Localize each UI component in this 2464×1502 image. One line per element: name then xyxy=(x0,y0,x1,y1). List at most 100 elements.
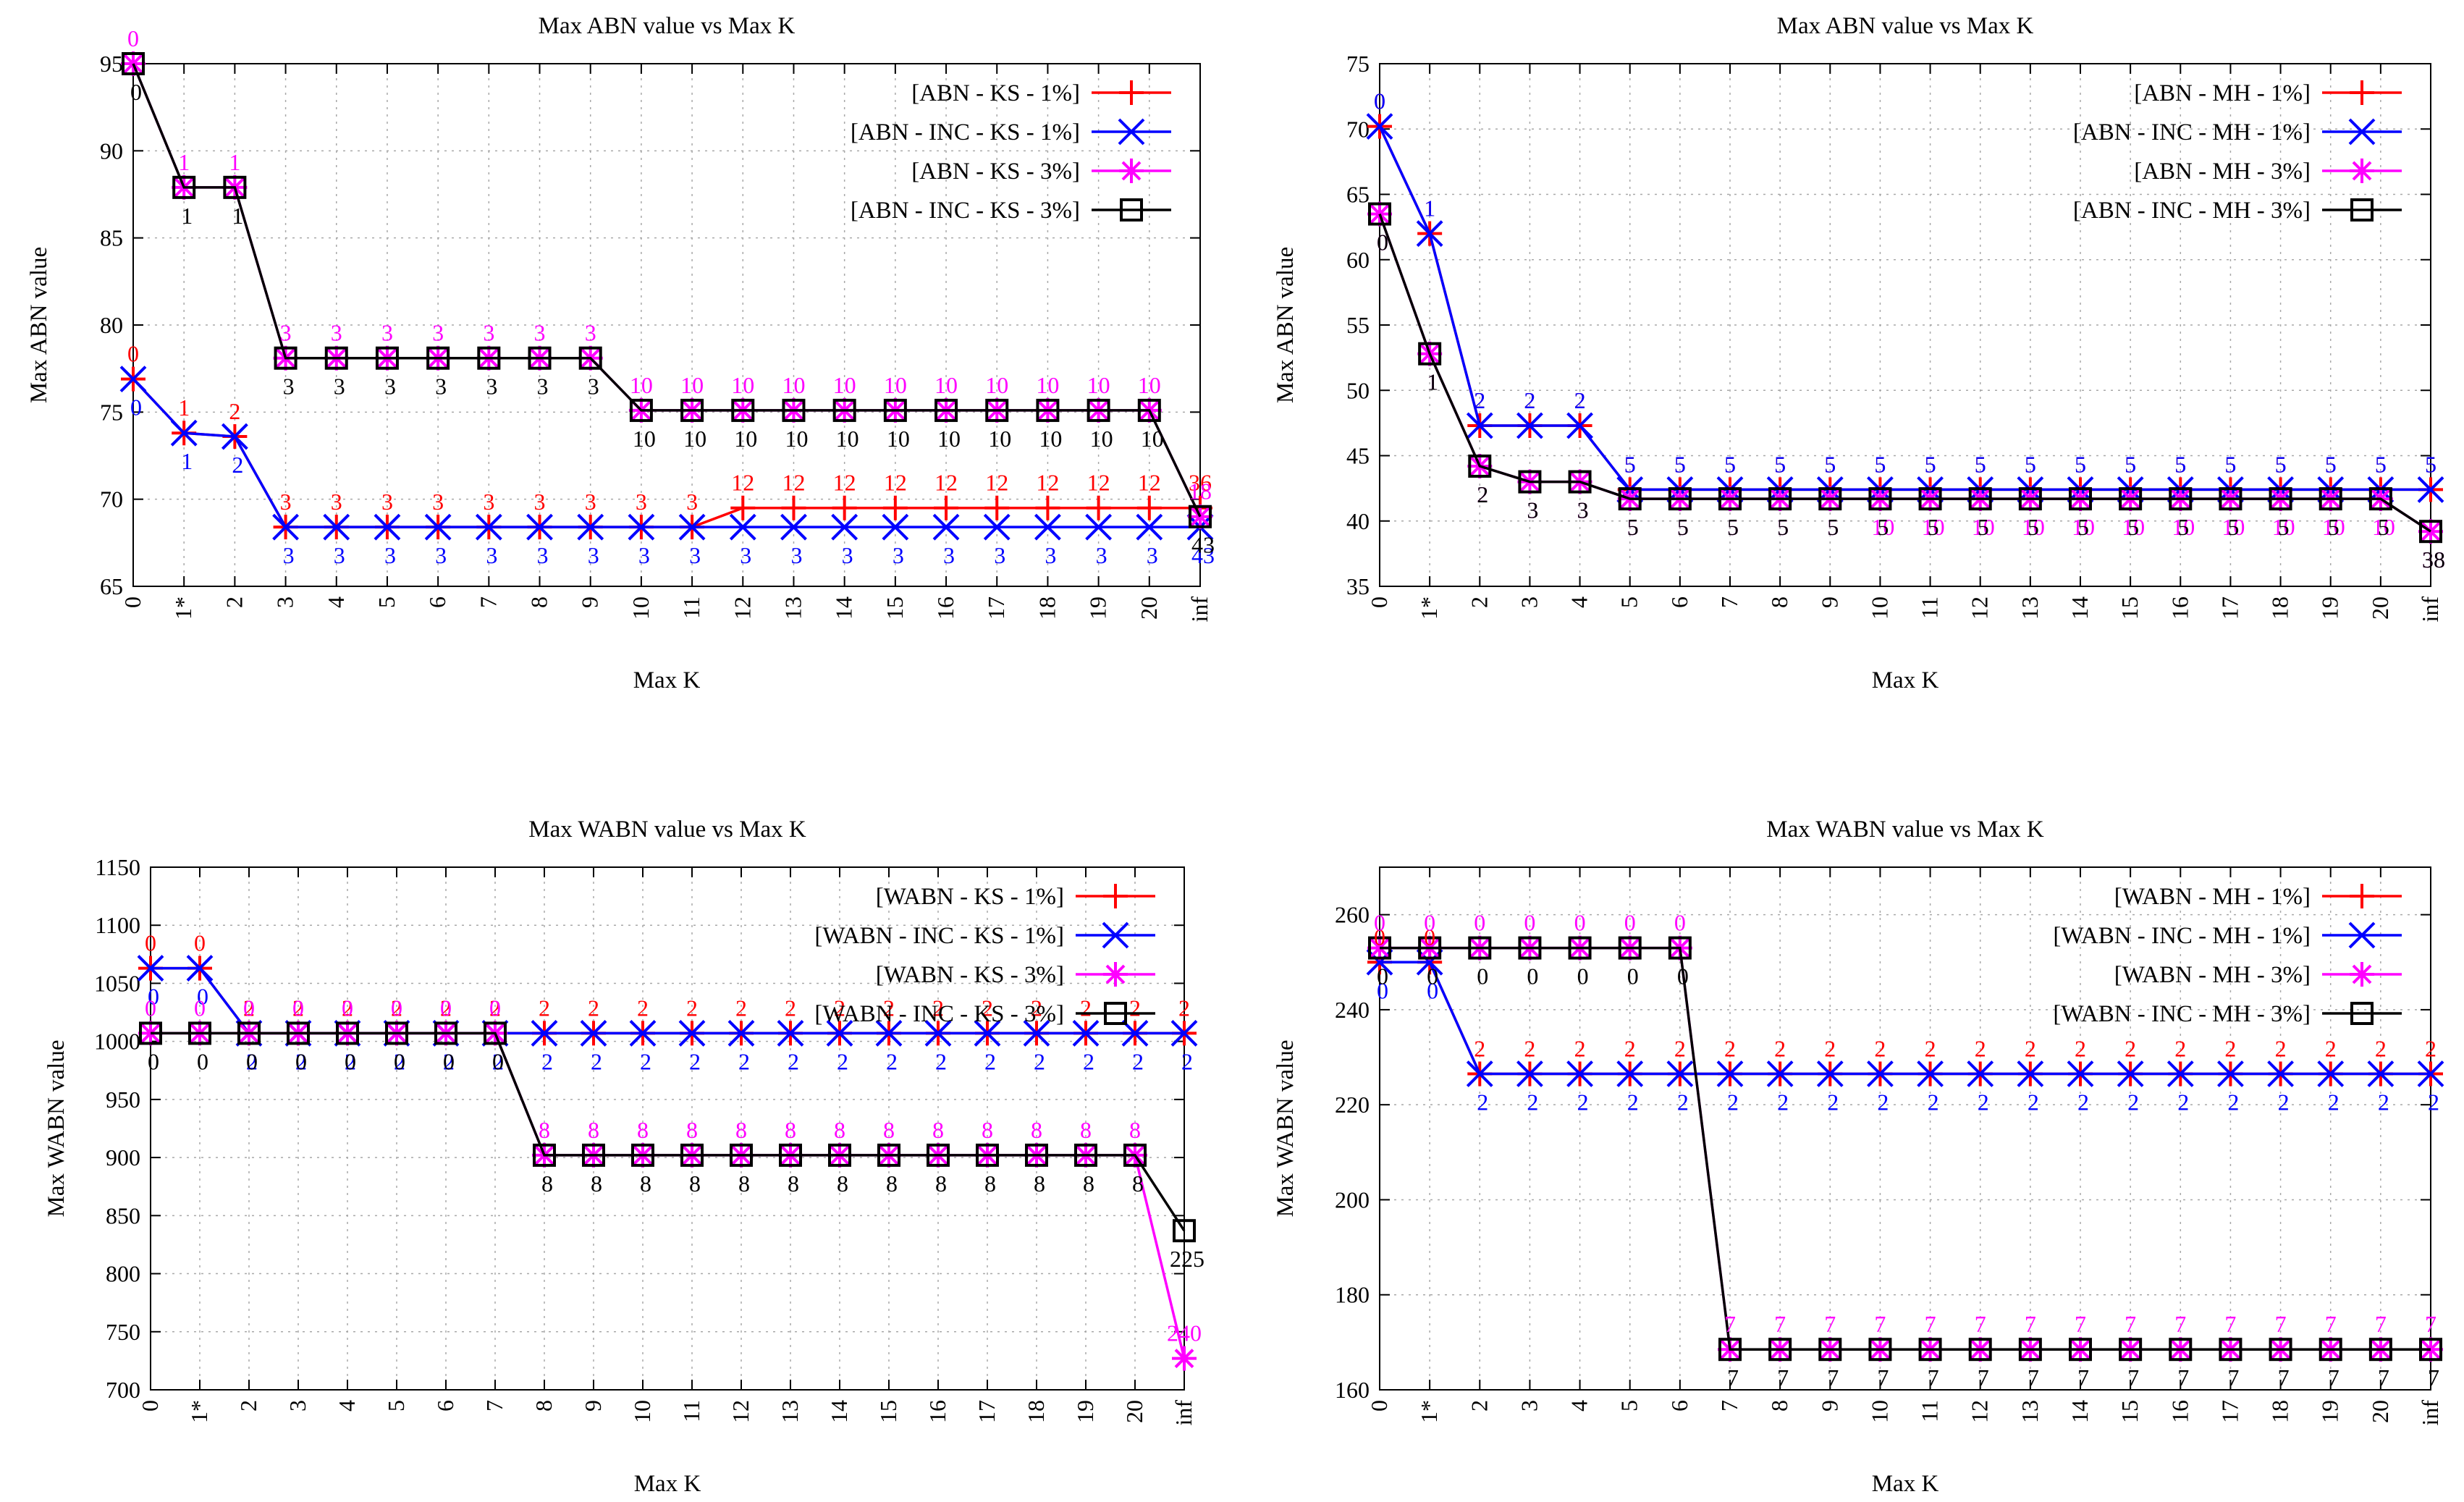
legend-marker xyxy=(1120,198,1143,221)
data-point xyxy=(729,513,756,541)
x-tick-label: 13 xyxy=(2017,1400,2043,1423)
data-label: 2 xyxy=(2077,1089,2089,1115)
data-label: 10 xyxy=(884,372,907,398)
data-label: 5 xyxy=(2325,451,2337,477)
data-label: 3 xyxy=(740,542,751,568)
data-label: 2 xyxy=(2325,1036,2337,1062)
data-label: 38 xyxy=(2422,547,2445,573)
data-label: 10 xyxy=(680,372,704,398)
data-label: 2 xyxy=(2174,1036,2186,1062)
y-tick-label: 160 xyxy=(1335,1377,1370,1403)
data-point xyxy=(375,346,399,370)
chart-panel-bottom-left: Max WABN value vs Max K70075080085090095… xyxy=(43,817,1204,1497)
data-point xyxy=(1085,513,1113,541)
y-tick-label: 750 xyxy=(106,1319,140,1345)
data-point xyxy=(1917,1060,1944,1087)
data-point xyxy=(680,398,704,422)
data-label: 2 xyxy=(1624,1036,1636,1062)
x-tick-label: 19 xyxy=(1085,596,1111,620)
x-tick-label: 19 xyxy=(2317,596,2343,620)
point-labels: 0 0 2 2 2 2 2 2 2 2 2 2 2 2 2 2 2 2 2 2 2 2 xyxy=(1377,977,2439,1115)
data-point xyxy=(1023,1020,1050,1047)
legend-marker xyxy=(2350,198,2374,221)
data-label: 0 xyxy=(145,995,156,1021)
x-tick-label: 5 xyxy=(1616,596,1642,608)
data-label: 2 xyxy=(2125,1036,2136,1062)
data-label: 10 xyxy=(937,426,961,452)
data-label: 2 xyxy=(1178,995,1190,1021)
point-labels: 01 23 3 3 3 3 3 3 3 312 12 12 12 12 12 12 12 12 36 xyxy=(127,341,1212,515)
x-tick-label: 20 xyxy=(1121,1400,1147,1423)
x-tick-label: 0 xyxy=(119,596,145,608)
data-label: 2 xyxy=(1034,1048,1045,1074)
data-point xyxy=(2069,487,2092,511)
series-line xyxy=(132,378,1200,528)
data-label: 2 xyxy=(541,1048,553,1074)
data-label: 18 xyxy=(1189,478,1212,505)
data-label: 2 xyxy=(1777,1089,1789,1115)
data-label: 10 xyxy=(833,372,856,398)
legend-marker xyxy=(1119,159,1144,183)
data-label: 5 xyxy=(1777,514,1789,540)
x-tick-label: 2 xyxy=(221,596,247,608)
data-label: 10 xyxy=(934,372,958,398)
data-label: 7 xyxy=(1874,1311,1886,1337)
data-point xyxy=(1718,1338,1742,1362)
data-point xyxy=(1136,495,1162,520)
data-label: 0 xyxy=(1377,229,1388,256)
legend-label: [WABN - INC - KS - 1%] xyxy=(814,923,1064,949)
data-label: 2 xyxy=(834,995,845,1021)
data-point xyxy=(274,346,298,370)
y-tick-label: 50 xyxy=(1346,377,1370,403)
data-point xyxy=(1766,1060,1794,1087)
data-label: 5 xyxy=(2028,514,2039,540)
data-label: 2 xyxy=(232,452,243,478)
data-label: 2 xyxy=(2028,1089,2039,1115)
legend-label: [ABN - KS - 1%] xyxy=(911,80,1080,106)
series-line xyxy=(1378,125,2431,491)
data-label: 2 xyxy=(1474,387,1485,413)
data-label: 2 xyxy=(1083,1048,1094,1074)
data-label: 5 xyxy=(2275,451,2287,477)
data-label: 0 xyxy=(148,1048,159,1074)
legend-marker xyxy=(1118,118,1145,145)
series xyxy=(1366,948,2444,1087)
data-label: 3 xyxy=(537,542,549,568)
x-tick-label: 11 xyxy=(678,1400,704,1422)
data-label: 2 xyxy=(1677,1089,1689,1115)
x-tick-label: 5 xyxy=(1616,1400,1642,1412)
x-tick-label: 18 xyxy=(2267,596,2293,620)
data-label: 3 xyxy=(283,542,295,568)
data-point xyxy=(2169,487,2193,511)
data-label: 0 xyxy=(1427,963,1438,990)
data-label: 10 xyxy=(785,426,808,452)
series-line xyxy=(132,63,1202,518)
data-label: 2 xyxy=(886,1048,898,1074)
legend-marker xyxy=(2350,1002,2374,1025)
data-label: 5 xyxy=(1774,451,1786,477)
data-label: 2 xyxy=(1080,995,1092,1021)
data-label: 8 xyxy=(539,1117,550,1143)
y-tick-label: 70 xyxy=(100,486,123,512)
data-label: 2 xyxy=(935,1048,947,1074)
x-tick-label: 17 xyxy=(2216,596,2243,620)
data-point xyxy=(927,1143,950,1167)
data-label: 10 xyxy=(2322,514,2345,540)
data-label: 2 xyxy=(637,995,649,1021)
data-label: 10 xyxy=(1141,426,1164,452)
data-point xyxy=(1466,1060,1493,1087)
legend-marker xyxy=(2348,118,2376,145)
x-tick-label: 18 xyxy=(1023,1400,1049,1423)
data-point xyxy=(832,398,856,422)
data-label: 2 xyxy=(1874,1036,1886,1062)
series xyxy=(1368,936,2442,1362)
legend-label: [ABN - KS - 3%] xyxy=(911,159,1080,185)
y-tick-label: 260 xyxy=(1335,902,1370,928)
x-tick-label: 8 xyxy=(1766,596,1792,608)
data-point xyxy=(1516,1060,1543,1087)
data-label: 2 xyxy=(1928,1089,1939,1115)
data-label: 2 xyxy=(2278,1089,2290,1115)
data-label: 10 xyxy=(1090,426,1113,452)
data-label: 8 xyxy=(886,1170,898,1197)
data-label: 2 xyxy=(591,1048,602,1074)
